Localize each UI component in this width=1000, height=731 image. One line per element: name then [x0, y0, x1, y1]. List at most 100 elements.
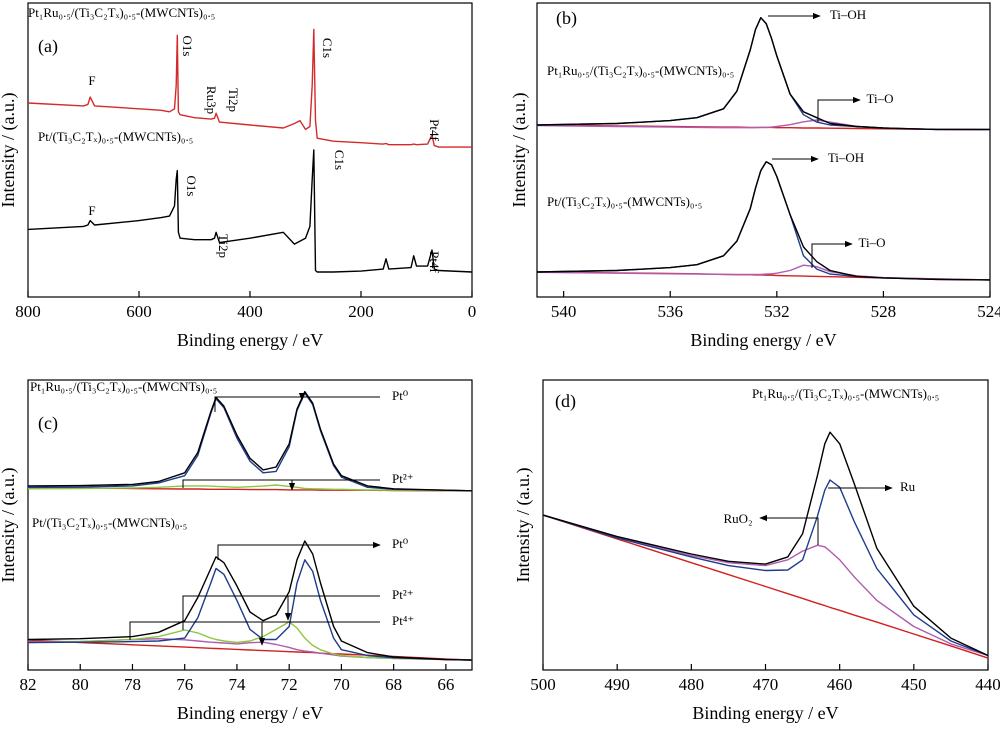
annotation-arrow [817, 96, 861, 122]
annotation: Ti–OH [830, 7, 866, 22]
x-tick-label: 536 [657, 302, 683, 321]
y-axis-label: Intensity / (a.u.) [0, 468, 19, 583]
annotation: O1s [180, 36, 195, 57]
annotation: C1s [332, 150, 347, 170]
x-axis-label: Binding energy / eV [177, 330, 323, 350]
panel: 82 80 78 76 74 72 70 68 66 Binding energy / eV Int… [0, 379, 473, 723]
spectrum-line [542, 514, 989, 659]
x-axis-label: Binding energy / eV [177, 703, 323, 723]
spectrum-line [536, 17, 990, 131]
annotation-arrow [214, 397, 380, 412]
annotation-arrow [759, 514, 819, 545]
x-tick-label: 540 [551, 302, 577, 321]
annotation: Ru3p [204, 86, 219, 114]
panel: 540 536 532 528 524 Binding energy / eV Intens… [509, 2, 1000, 350]
x-tick-label: 532 [764, 302, 790, 321]
annotation: Pt⁰ [392, 536, 408, 551]
panel-label: (d) [555, 391, 576, 412]
x-tick-label: 500 [530, 675, 556, 694]
annotation: Pt₁Ru₀.₅/(Ti₃C₂Tₓ)₀.₅-(MWCNTs)₀.₅ [30, 379, 217, 394]
x-tick-label: 72 [281, 675, 298, 694]
annotation: Pt²⁺ [392, 471, 414, 486]
spectrum-line [536, 264, 991, 281]
x-tick-label: 450 [901, 675, 927, 694]
annotation-arrow [182, 479, 380, 490]
spectrum-line [542, 431, 989, 657]
x-tick-label: 66 [437, 675, 454, 694]
x-tick-label: 800 [15, 302, 41, 321]
spectrum-line [536, 161, 991, 281]
x-tick-label: 490 [604, 675, 630, 694]
plot-frame [27, 2, 473, 298]
panel-label: (b) [556, 8, 577, 29]
y-axis-label: Intensity / (a.u.) [0, 93, 19, 208]
annotation: C1s [320, 38, 335, 58]
x-axis-label: Binding energy / eV [690, 330, 836, 350]
panel: 800 600 400 200 0 Binding energy / eV Intensit… [0, 2, 477, 350]
annotation: Ti–O [859, 235, 886, 250]
x-tick-label: 76 [176, 675, 193, 694]
spectrum-line [27, 392, 473, 492]
spectrum-line [536, 119, 991, 131]
x-tick-label: 480 [679, 675, 705, 694]
x-tick-label: 68 [385, 675, 402, 694]
panel-label: (c) [38, 413, 58, 434]
annotation: Pt²⁺ [392, 587, 414, 602]
spectrum-line [536, 161, 991, 281]
x-tick-label: 70 [333, 675, 350, 694]
annotation: Pt⁰ [392, 388, 408, 403]
spectrum-line [27, 559, 473, 661]
annotation: Ru [900, 479, 916, 494]
panel: 500 490 480 470 460 450 440 Binding energy / eV… [513, 379, 1000, 723]
annotation-arrow [129, 621, 380, 645]
x-tick-label: 78 [124, 675, 141, 694]
annotation: Ti–OH [828, 150, 864, 165]
y-axis-label: Intensity / (a.u.) [513, 468, 534, 583]
x-tick-label: 200 [348, 302, 374, 321]
x-axis-label: Binding energy / eV [692, 703, 838, 723]
annotation: Pt4f [427, 119, 442, 141]
annotation: Pt/(Ti₃C₂Tₓ)₀.₅-(MWCNTs)₀.₅ [32, 515, 187, 530]
x-tick-label: 524 [977, 302, 1000, 321]
y-axis-label: Intensity / (a.u.) [509, 93, 530, 208]
annotation: Pt/(Ti₃C₂Tₓ)₀.₅-(MWCNTs)₀.₅ [38, 129, 193, 144]
annotation: Pt₁Ru₀.₅/(Ti₃C₂Tₓ)₀.₅-(MWCNTs)₀.₅ [547, 63, 734, 78]
annotation-arrow [182, 595, 380, 630]
annotation: Pt/(Ti₃C₂Tₓ)₀.₅-(MWCNTs)₀.₅ [547, 194, 702, 209]
annotation: Pt4f [427, 251, 442, 273]
spectrum-line [27, 149, 473, 273]
x-tick-label: 600 [126, 302, 152, 321]
panel-label: (a) [38, 36, 58, 57]
annotation-arrow [217, 541, 381, 560]
spectrum-line [27, 28, 472, 148]
annotation: Pt₁Ru₀.₅/(Ti₃C₂Tₓ)₀.₅-(MWCNTs)₀.₅ [28, 5, 215, 20]
annotation: Pt⁴⁺ [392, 613, 414, 628]
annotation: Ti2p [216, 234, 231, 258]
annotation-arrow [811, 240, 853, 268]
spectrum-line [542, 514, 989, 657]
x-tick-label: 400 [237, 302, 263, 321]
annotation: F [88, 203, 95, 218]
spectrum-line [27, 621, 473, 661]
x-tick-label: 82 [20, 675, 37, 694]
x-tick-label: 440 [975, 675, 1000, 694]
spectrum-line [27, 390, 473, 492]
x-tick-label: 528 [871, 302, 897, 321]
x-tick-label: 470 [753, 675, 779, 694]
annotation: F [88, 73, 95, 88]
plot-frame [27, 379, 473, 671]
annotation: RuO₂ [723, 511, 752, 526]
spectrum-line [27, 484, 473, 492]
x-tick-label: 80 [72, 675, 89, 694]
annotation: Pt₁Ru₀.₅/(Ti₃C₂Tₓ)₀.₅-(MWCNTs)₀.₅ [752, 386, 939, 401]
x-tick-label: 74 [228, 675, 246, 694]
x-tick-label: 0 [468, 302, 477, 321]
plot-frame [542, 379, 989, 671]
annotation: Ti–O [867, 91, 894, 106]
x-tick-label: 460 [827, 675, 853, 694]
plot-frame [536, 2, 991, 298]
annotation: O1s [184, 176, 199, 197]
spectrum-line [542, 479, 989, 657]
annotation: Ti2p [226, 88, 241, 112]
